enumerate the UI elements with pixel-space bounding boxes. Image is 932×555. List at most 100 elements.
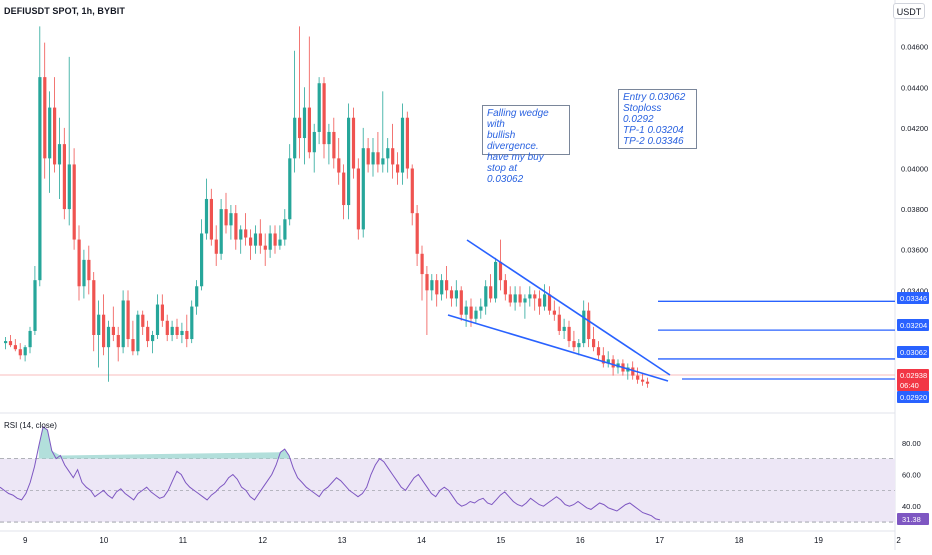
candle-body [239,229,243,240]
candle-body [307,107,311,153]
wedge-note[interactable]: Falling wedge with bullish divergence. h… [482,105,570,185]
candle-body [278,239,282,246]
candle-body [489,286,493,299]
time-tick-label: 10 [99,536,108,545]
candle-body [557,314,561,331]
candle-body [474,310,478,319]
candle-body [538,298,542,307]
candle-body [234,213,238,240]
time-tick-label: 17 [655,536,664,545]
candle-body [494,261,498,299]
candle-body [111,326,115,335]
candle-body [33,280,37,331]
candle-body [533,294,537,299]
candle-body [381,158,385,165]
price-tick-label: 0.04200 [901,124,928,133]
candle-body [151,334,155,342]
rsi-tick-label: 80.00 [902,439,921,448]
candle-body [484,286,488,307]
price-label-box [897,319,929,331]
candle-body [165,320,169,335]
candle-body [518,294,522,303]
candle-body [268,233,272,250]
candle-body [209,198,213,240]
candle-body [53,107,57,165]
candle-body [298,117,302,139]
candle-body [200,233,204,287]
price-tick-label: 0.04400 [901,83,928,92]
candle-body [263,245,267,250]
price-label-box [897,379,929,391]
time-tick-label: 12 [258,536,267,545]
candle-body [219,209,223,254]
candle-body [77,239,81,287]
price-label-text: 0.02920 [900,393,927,402]
candle-body [587,310,591,340]
wedge-upper-line [466,239,671,376]
candle-body [337,158,341,173]
candle-body [18,349,22,356]
candle-body [420,253,424,275]
candle-body [641,379,645,382]
candle-body [371,152,375,165]
candle-body [464,306,468,315]
rsi-value-box [897,513,929,525]
candle-body [391,148,395,165]
candle-body [508,294,512,303]
candle-body [175,326,179,335]
candle-body [97,314,101,335]
candle-body [28,330,32,348]
candle-body [102,314,106,348]
price-tick-label: 0.03400 [901,286,928,295]
price-label-text: 0.03062 [900,348,927,357]
symbol-title: DEFIUSDT SPOT, 1h, BYBIT [4,6,125,16]
time-tick-label: 11 [179,536,188,545]
candle-body [229,213,233,226]
candle-body [43,77,47,159]
candle-body [645,381,650,384]
candle-body [562,326,566,331]
price-label-text: 0.03346 [900,294,927,303]
candle-body [106,326,111,348]
price-tick-label: 0.04000 [901,164,928,173]
candle-body [631,367,635,376]
price-label-box [897,292,929,304]
candle-body [214,239,218,254]
rsi-value-text: 31.38 [902,515,921,524]
candle-body [204,198,209,234]
time-tick-label: 16 [576,536,585,545]
candle-body [273,233,277,246]
trade-levels-note[interactable]: Entry 0.03062 Stoploss 0.0292 TP-1 0.032… [618,89,697,149]
price-label-text: 06:40 [900,381,919,390]
candle-body [160,304,164,321]
candle-body [611,359,615,368]
candle-body [606,359,610,364]
candle-body [503,280,507,295]
candle-body [327,131,331,145]
candle-body [601,355,605,364]
candle-body [82,259,86,287]
time-tick-label: 14 [417,536,426,545]
candle-body [322,83,326,145]
candle-body [445,280,449,291]
candle-body [185,330,189,340]
candle-body [244,229,248,238]
candle-body [400,117,405,173]
candle-body [347,117,351,206]
candle-body [425,274,429,291]
candle-body [4,341,8,344]
candle-body [459,290,463,315]
time-tick-label: 15 [496,536,505,545]
candle-body [190,306,194,340]
candle-body [62,144,66,210]
candle-body [136,314,140,352]
candle-body [131,339,135,352]
currency-button[interactable]: USDT [893,3,925,19]
candle-body [288,158,292,220]
time-tick-label: 13 [338,536,347,545]
candle-body [528,294,532,299]
candle-body [141,314,145,327]
candle-body [376,152,380,165]
candle-body [366,148,370,165]
